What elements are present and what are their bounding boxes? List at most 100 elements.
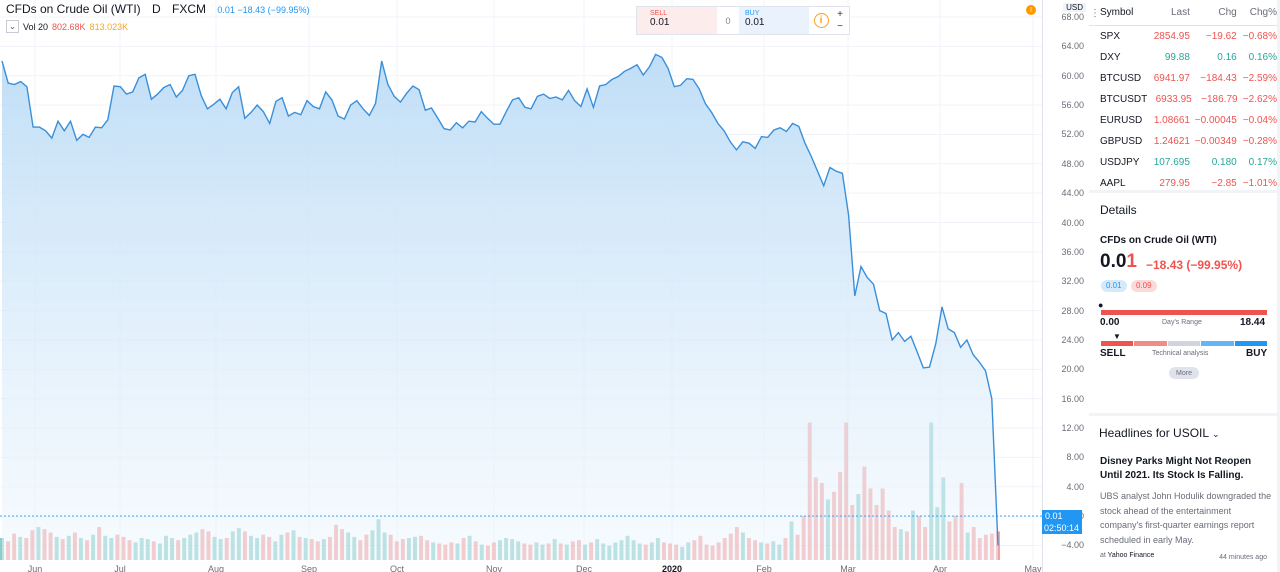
more-button[interactable]: More bbox=[1169, 367, 1199, 379]
source-prefix: at bbox=[1100, 552, 1106, 559]
watchlist-row[interactable]: GBPUSD 1.24621 −0.00349 −0.28% bbox=[1089, 131, 1277, 152]
watchlist-row[interactable]: USDJPY 107.695 0.180 0.17% bbox=[1089, 152, 1277, 173]
exchange-label: FXCM bbox=[172, 2, 207, 16]
row-last: 107.695 bbox=[1153, 157, 1190, 168]
ta-segment-sell bbox=[1134, 341, 1167, 346]
ta-label[interactable]: Technical analysis bbox=[1152, 350, 1209, 357]
instrument-name[interactable]: CFDs on Crude Oil (WTI) bbox=[1100, 235, 1217, 246]
time-tick: Oct bbox=[389, 564, 405, 572]
symbol-name[interactable]: CFDs on Crude Oil (WTI) bbox=[6, 2, 141, 16]
quantity-stepper[interactable]: + − bbox=[833, 7, 847, 34]
sell-button[interactable]: SELL 0.01 bbox=[637, 7, 717, 34]
volume-legend[interactable]: ⌄ Vol 20 802.68K 813.023K bbox=[6, 20, 128, 33]
buy-price: 0.01 bbox=[745, 17, 765, 28]
info-button[interactable]: i bbox=[809, 7, 833, 34]
range-label: Day's Range bbox=[1162, 319, 1202, 326]
price-tick: 20.00 bbox=[1061, 364, 1084, 375]
source-name: Yahoo Finance bbox=[1107, 552, 1155, 559]
volume-ma-value: 813.023K bbox=[89, 21, 129, 32]
row-symbol: AAPL bbox=[1100, 178, 1126, 189]
watchlist-row[interactable]: BTCUSDT 6933.95 −186.79 −2.62% bbox=[1089, 89, 1277, 110]
col-chg[interactable]: Chg bbox=[1218, 7, 1237, 18]
time-tick: 2020 bbox=[661, 564, 683, 572]
price-tick: 16.00 bbox=[1061, 393, 1084, 404]
row-chg-pct: −2.62% bbox=[1242, 94, 1277, 105]
ta-segment-strong-sell bbox=[1101, 341, 1134, 346]
days-range-bar bbox=[1101, 310, 1267, 315]
chart-pane[interactable]: CFDs on Crude Oil (WTI) D FXCM 0.01 −18.… bbox=[0, 0, 1042, 572]
row-last: 279.95 bbox=[1159, 178, 1190, 189]
decrease-button[interactable]: − bbox=[837, 20, 843, 32]
vertical-dots-icon[interactable]: ⋮ bbox=[1090, 8, 1100, 19]
spread-value: 0 bbox=[725, 15, 731, 26]
price-tick: 28.00 bbox=[1061, 305, 1084, 316]
row-chg-pct: −1.01% bbox=[1242, 178, 1277, 189]
price-chart[interactable] bbox=[0, 0, 1042, 572]
row-chg-pct: −0.28% bbox=[1242, 136, 1277, 147]
price-line bbox=[1, 53, 999, 546]
headline-body: UBS analyst John Hodulik downgraded the … bbox=[1100, 491, 1272, 545]
price-axis[interactable]: USD 68.00 64.00 60.00 56.00 52.00 48.00 44.00 4… bbox=[1042, 0, 1088, 572]
last-price: 0.01 bbox=[1100, 251, 1137, 273]
increase-button[interactable]: + bbox=[837, 8, 843, 20]
currency-label[interactable]: USD bbox=[1063, 3, 1086, 12]
last-price-tail: 1 bbox=[1126, 251, 1137, 272]
bar-countdown-label: 02:50:14 bbox=[1042, 522, 1082, 535]
time-tick: Apr bbox=[932, 564, 948, 572]
headline-source: at Yahoo Finance bbox=[1100, 552, 1154, 559]
time-tick: Feb bbox=[756, 564, 772, 572]
ta-segment-buy bbox=[1201, 341, 1234, 346]
watchlist-row[interactable]: EURUSD 1.08661 −0.00045 −0.04% bbox=[1089, 110, 1277, 131]
col-last[interactable]: Last bbox=[1171, 7, 1190, 18]
details-title: Details bbox=[1100, 203, 1137, 217]
interval-label[interactable]: D bbox=[152, 2, 161, 16]
watchlist-row[interactable]: BTCUSD 6941.97 −184.43 −2.59% bbox=[1089, 68, 1277, 89]
price-change: −18.43 (−99.95%) bbox=[1146, 258, 1243, 272]
time-tick: Nov bbox=[485, 564, 503, 572]
trade-widget: SELL 0.01 0 BUY 0.01 i + − bbox=[636, 6, 850, 35]
alert-icon[interactable]: ! bbox=[1026, 5, 1036, 15]
watchlist-row[interactable]: SPX 2854.95 −19.62 −0.68% bbox=[1089, 26, 1277, 47]
price-tick: 36.00 bbox=[1061, 246, 1084, 257]
price-tick: 64.00 bbox=[1061, 41, 1084, 52]
watchlist-row[interactable]: AAPL 279.95 −2.85 −1.01% bbox=[1089, 173, 1277, 190]
price-area bbox=[1, 53, 999, 561]
ta-buy-label: BUY bbox=[1246, 348, 1268, 359]
row-chg-pct: −2.59% bbox=[1242, 73, 1277, 84]
col-symbol[interactable]: Symbol bbox=[1100, 7, 1134, 18]
ta-segment-neutral bbox=[1167, 341, 1201, 346]
technical-analysis-bar bbox=[1101, 341, 1268, 346]
row-chg: −2.85 bbox=[1211, 178, 1237, 189]
row-chg: 0.180 bbox=[1211, 157, 1237, 168]
row-symbol: EURUSD bbox=[1100, 115, 1143, 126]
price-tick: 4.00 bbox=[1066, 481, 1084, 492]
headline-link[interactable]: Disney Parks Might Not Reopen Until 2021… bbox=[1100, 456, 1252, 481]
ta-segment-strong-buy bbox=[1234, 341, 1268, 346]
row-symbol: BTCUSDT bbox=[1100, 94, 1148, 105]
price-tick: 24.00 bbox=[1061, 334, 1084, 345]
time-tick: Sep bbox=[300, 564, 318, 572]
collapse-icon[interactable]: ⌄ bbox=[6, 20, 19, 33]
ask-badge: 0.09 bbox=[1131, 280, 1157, 292]
right-panel: Symbol Last Chg Chg% SPX 2854.95 −19.62 −0.… bbox=[1089, 0, 1280, 572]
price-tick: 52.00 bbox=[1061, 129, 1084, 140]
bid-badge: 0.01 bbox=[1101, 280, 1127, 292]
time-tick: Jun bbox=[27, 564, 43, 572]
volume-bar bbox=[0, 538, 4, 560]
last-price-main: 0.0 bbox=[1100, 251, 1127, 272]
watchlist-row[interactable]: DXY 99.88 0.16 0.16% bbox=[1089, 47, 1277, 68]
chart-legend[interactable]: CFDs on Crude Oil (WTI) D FXCM 0.01 −18.… bbox=[6, 2, 309, 16]
volume-value: 802.68K bbox=[52, 21, 86, 32]
buy-label: BUY bbox=[745, 10, 760, 17]
row-chg: −186.79 bbox=[1201, 94, 1238, 105]
row-last: 1.08661 bbox=[1153, 115, 1190, 126]
headlines-title[interactable]: Headlines for USOIL ⌄ bbox=[1099, 426, 1220, 440]
sell-price: 0.01 bbox=[650, 17, 670, 28]
price-tick: 40.00 bbox=[1061, 217, 1084, 228]
range-marker-icon: ● bbox=[1098, 300, 1104, 310]
row-last: 6933.95 bbox=[1155, 94, 1192, 105]
ta-sell-label: SELL bbox=[1100, 348, 1126, 359]
row-chg: −184.43 bbox=[1200, 73, 1237, 84]
col-chg-pct[interactable]: Chg% bbox=[1249, 7, 1277, 18]
buy-button[interactable]: BUY 0.01 bbox=[739, 7, 809, 34]
